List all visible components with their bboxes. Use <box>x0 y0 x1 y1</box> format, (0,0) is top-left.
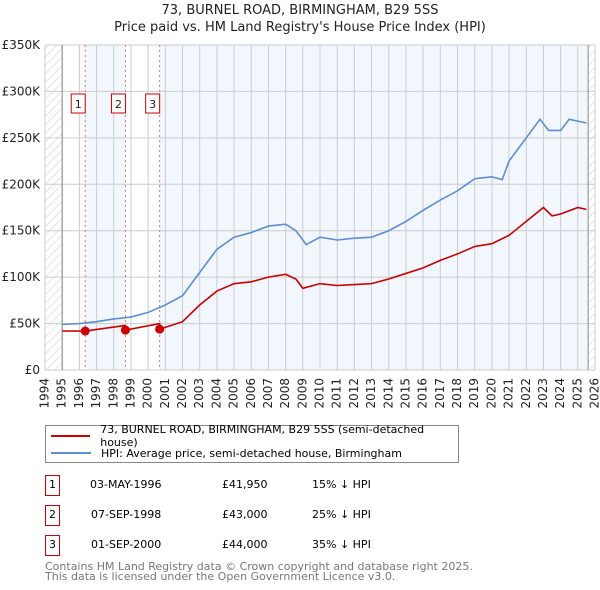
x-tick-label: 1997 <box>89 378 103 409</box>
x-tick-label: 2007 <box>261 378 275 409</box>
marker-badge: 2 <box>45 505 60 526</box>
y-tick-label: £300K <box>2 84 42 98</box>
x-tick-label: 2018 <box>450 378 464 409</box>
x-tick-label: 2013 <box>364 378 378 409</box>
hpi-diff: 25% ↓ HPI <box>312 508 371 521</box>
chart-title: 73, BURNEL ROAD, BIRMINGHAM, B29 5SS <box>161 3 439 18</box>
x-tick-label: 2003 <box>192 378 206 409</box>
y-tick-label: £50K <box>9 317 41 331</box>
sale-label: 3 <box>149 98 156 111</box>
shaded-period <box>159 45 589 370</box>
x-tick-label: 1995 <box>55 378 69 409</box>
x-tick-label: 2011 <box>330 378 344 409</box>
legend-item-hpi: HPI: Average price, semi-detached house,… <box>51 445 402 461</box>
x-tick-label: 2026 <box>588 378 600 409</box>
sale-label: 2 <box>115 98 122 111</box>
property-price-line <box>62 206 587 332</box>
hpi-diff: 15% ↓ HPI <box>312 478 371 491</box>
y-tick-label: £150K <box>2 224 42 238</box>
y-tick-label: £100K <box>2 270 42 284</box>
x-tick-label: 1998 <box>106 378 120 409</box>
y-tick-label: £0 <box>25 363 40 377</box>
marker-badge: 1 <box>45 475 60 496</box>
legend-label: HPI: Average price, semi-detached house,… <box>101 446 402 460</box>
x-tick-label: 1996 <box>72 378 86 409</box>
y-tick-label: £250K <box>2 131 42 145</box>
x-tick-label: 2006 <box>244 378 258 409</box>
red-line-icon <box>51 435 91 437</box>
footer-copyright: Contains HM Land Registry data © Crown c… <box>45 560 473 573</box>
x-tick-label: 2014 <box>381 378 395 409</box>
x-tick-label: 2010 <box>313 378 327 409</box>
price: £44,000 <box>222 538 268 551</box>
x-tick-label: 2019 <box>467 378 481 409</box>
legend-item-property: 73, BURNEL ROAD, BIRMINGHAM, B29 5SS (se… <box>51 423 458 449</box>
price: £41,950 <box>222 478 268 491</box>
footer-licence: This data is licensed under the Open Gov… <box>45 570 396 583</box>
price: £43,000 <box>222 508 268 521</box>
sale-point <box>80 326 90 336</box>
x-tick-label: 2001 <box>158 378 172 409</box>
price-chart: 1994 1995 1996 1997 1998 1999 2000 2001 2002 2003… <box>2 38 600 409</box>
x-tick-label: 1994 <box>38 378 52 409</box>
x-tick-label: 2008 <box>278 378 292 409</box>
x-tick-label: 2020 <box>484 378 498 409</box>
no-data-hatch <box>45 45 63 370</box>
sale-label: 1 <box>75 98 82 111</box>
x-tick-label: 2022 <box>519 378 533 409</box>
x-tick-label: 2015 <box>398 378 412 409</box>
date: 07-SEP-1998 <box>91 508 162 521</box>
x-tick-label: 2002 <box>175 378 189 409</box>
y-tick-label: £350K <box>2 38 42 52</box>
legend: 73, BURNEL ROAD, BIRMINGHAM, B29 5SS (se… <box>45 423 459 463</box>
y-tick-label: £200K <box>2 177 42 191</box>
sale-point <box>120 325 130 335</box>
marker-badge: 3 <box>45 535 60 556</box>
x-tick-label: 2024 <box>553 378 567 409</box>
x-tick-label: 2009 <box>295 378 309 409</box>
transaction-row: 1 03-MAY-1996 £41,950 15% ↓ HPI <box>45 475 465 496</box>
transaction-row: 3 01-SEP-2000 £44,000 35% ↓ HPI <box>45 535 465 556</box>
no-data-hatch <box>588 45 595 370</box>
x-tick-label: 2012 <box>347 378 361 409</box>
chart-subtitle: Price paid vs. HM Land Registry's House … <box>114 20 486 35</box>
x-tick-label: 2005 <box>227 378 241 409</box>
legend-label: 73, BURNEL ROAD, BIRMINGHAM, B29 5SS (se… <box>100 423 425 449</box>
date: 03-MAY-1996 <box>90 478 162 491</box>
x-tick-label: 2021 <box>502 378 516 409</box>
sale-label-box <box>110 93 126 114</box>
x-tick-label: 2016 <box>416 378 430 409</box>
hpi-line <box>62 117 587 326</box>
x-tick-label: 2017 <box>433 378 447 409</box>
x-tick-label: 2000 <box>141 378 155 409</box>
hpi-diff: 35% ↓ HPI <box>312 538 371 551</box>
sale-label-box <box>70 93 86 114</box>
blue-line-icon <box>51 452 91 454</box>
date: 01-SEP-2000 <box>91 538 162 551</box>
sale-point <box>155 324 165 334</box>
x-tick-label: 2023 <box>536 378 550 409</box>
x-tick-label: 2025 <box>570 378 584 409</box>
transaction-row: 2 07-SEP-1998 £43,000 25% ↓ HPI <box>45 505 465 526</box>
sale-label-box <box>145 93 161 114</box>
x-tick-label: 2004 <box>209 378 223 409</box>
x-tick-label: 1999 <box>123 378 137 409</box>
